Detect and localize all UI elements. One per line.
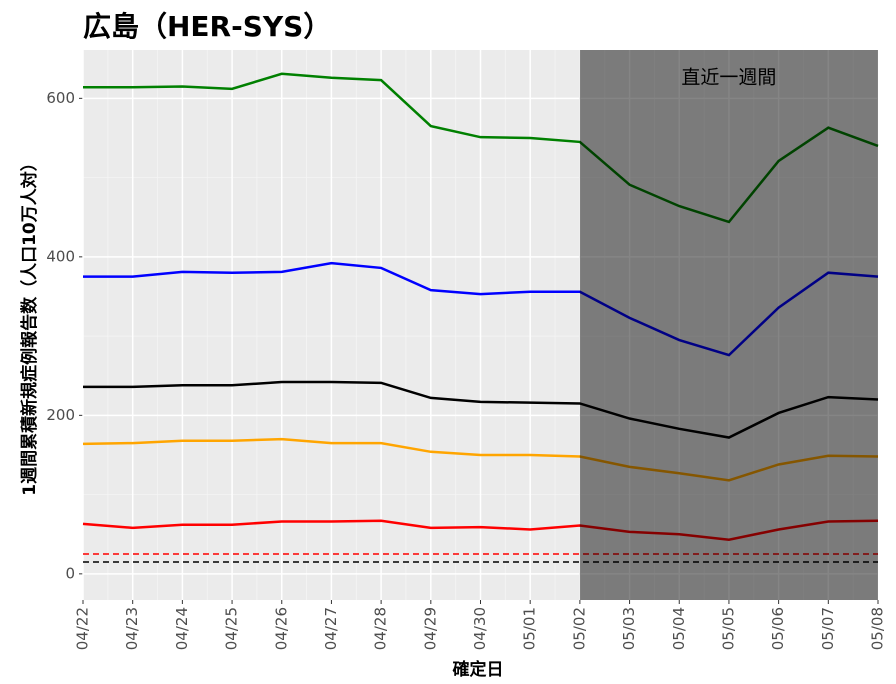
x-tick-label: 04/30	[471, 607, 489, 650]
annotation: 直近一週間	[681, 67, 776, 89]
data-line	[82, 437, 879, 482]
x-tick-label: 04/22	[74, 607, 92, 650]
x-tick-label: 05/03	[620, 607, 638, 650]
data-line	[83, 380, 879, 439]
x-tick-label: 04/28	[372, 607, 390, 650]
x-tick-label: 05/02	[570, 607, 588, 650]
x-tick-label: 05/01	[521, 607, 539, 650]
y-tick-label: 600	[46, 89, 75, 107]
x-tick-label: 05/06	[769, 607, 787, 650]
data-line	[82, 519, 879, 542]
x-axis-label: 確定日	[453, 659, 504, 680]
chart-title: 広島（HER-SYS）	[83, 10, 331, 43]
x-tick-label: 04/29	[421, 607, 439, 650]
y-tick-label: 200	[46, 406, 75, 424]
x-tick-label: 04/23	[123, 607, 141, 650]
x-tick-label: 05/08	[869, 607, 887, 650]
recent-week-shade	[579, 50, 878, 600]
x-tick-label: 05/04	[670, 607, 688, 650]
x-tick-label: 04/24	[173, 607, 191, 650]
y-tick-label: 400	[46, 247, 75, 265]
x-tick-label: 04/27	[322, 607, 340, 650]
x-tick-label: 05/05	[719, 607, 737, 650]
x-tick-label: 04/26	[272, 607, 290, 650]
y-tick-label: 0	[65, 564, 75, 582]
data-line	[83, 261, 879, 357]
x-tick-label: 04/25	[223, 607, 241, 650]
data-line	[83, 72, 879, 224]
x-tick-label: 05/07	[819, 607, 837, 650]
y-axis-label: 1週間累積新規症例報告数（人口10万人対）	[19, 154, 40, 496]
